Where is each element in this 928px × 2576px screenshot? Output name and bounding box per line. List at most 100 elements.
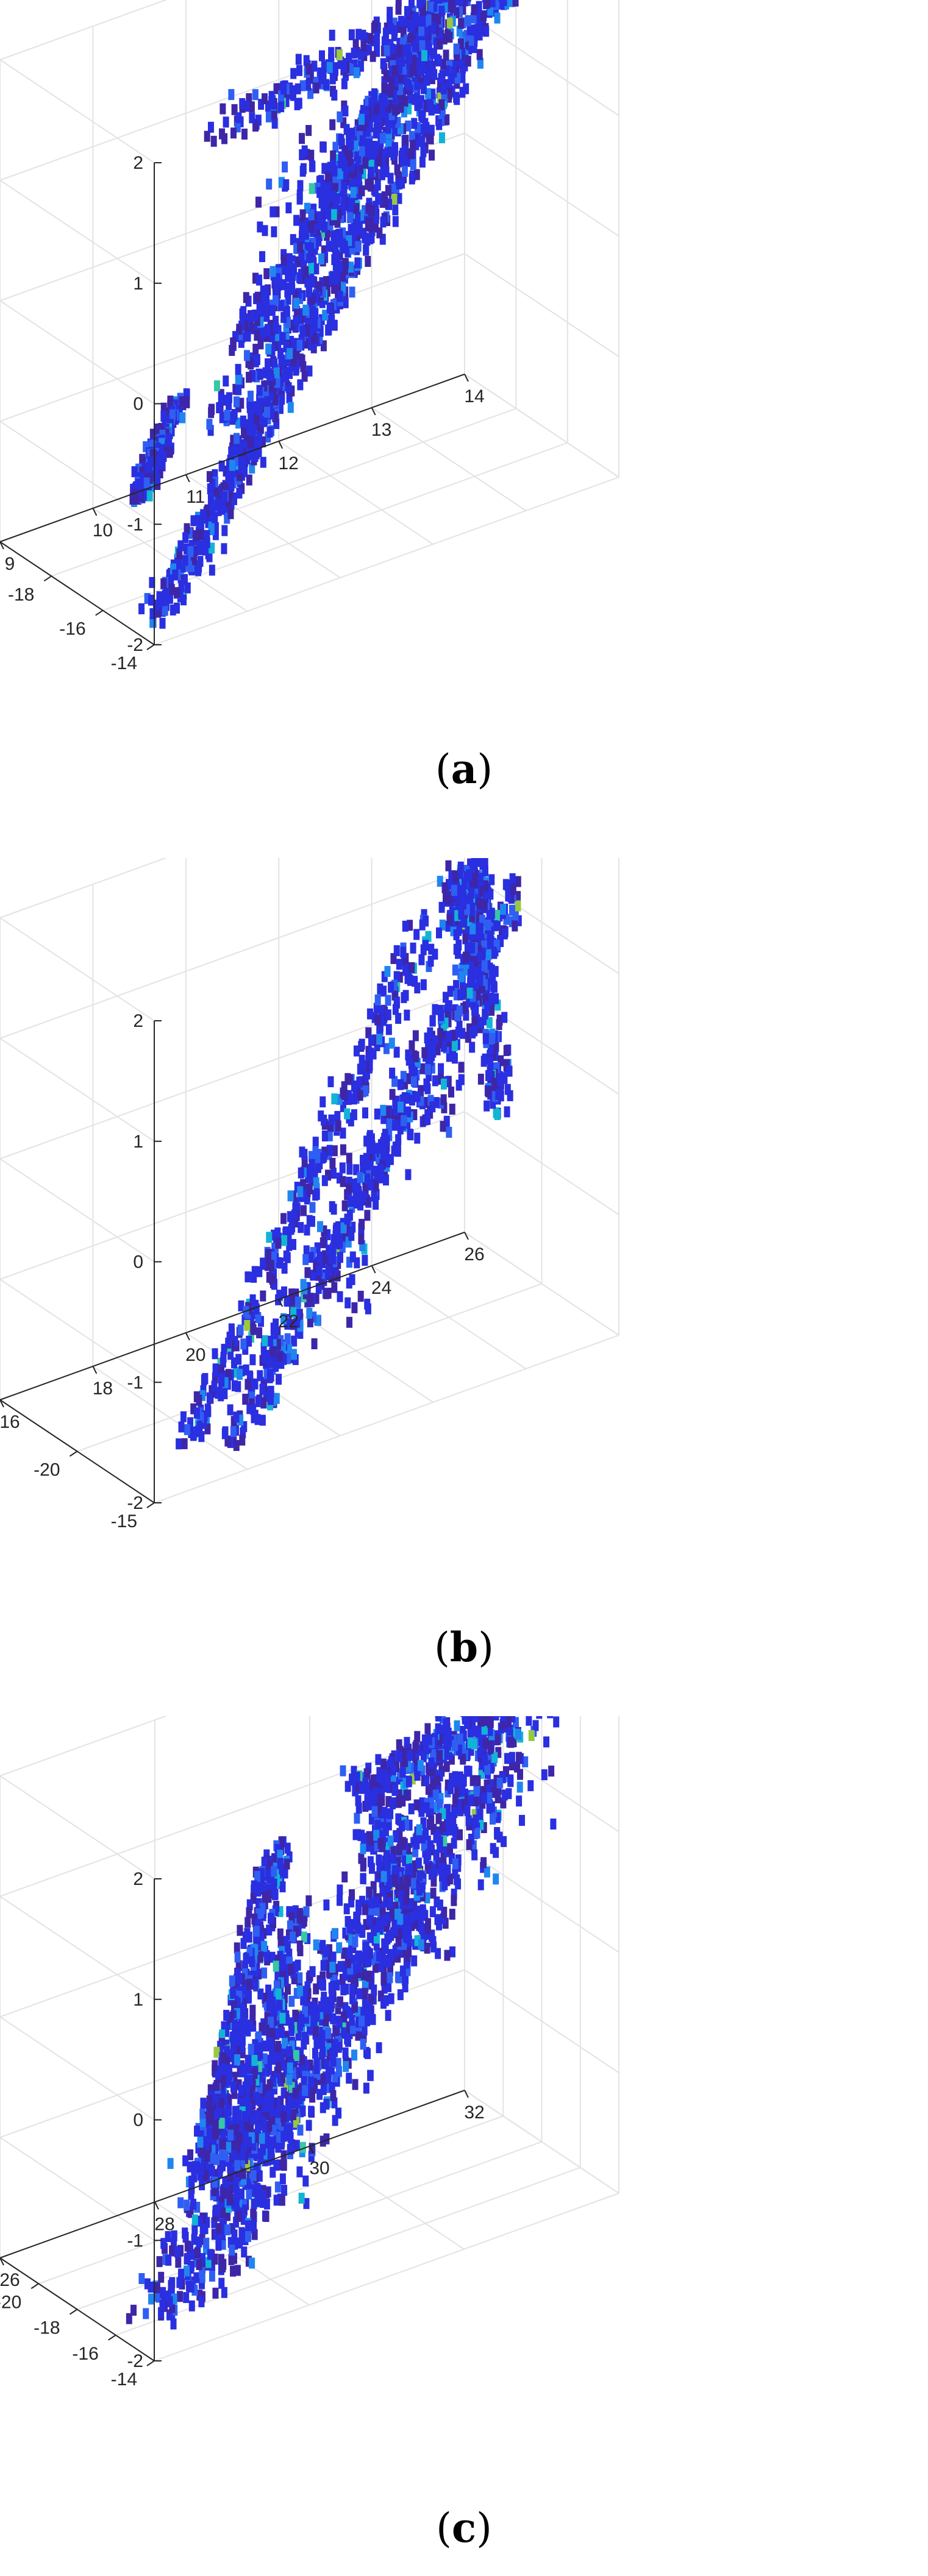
data-point bbox=[255, 115, 262, 126]
data-point bbox=[319, 1237, 326, 1249]
data-point bbox=[174, 602, 180, 614]
data-point bbox=[365, 132, 372, 143]
data-point bbox=[493, 1847, 499, 1858]
data-point bbox=[241, 129, 248, 140]
data-point bbox=[176, 411, 182, 423]
data-point bbox=[527, 1780, 534, 1792]
x-tick-mark bbox=[69, 1450, 78, 1457]
data-point bbox=[477, 1017, 484, 1028]
data-point bbox=[304, 1282, 311, 1293]
data-point bbox=[509, 904, 515, 916]
data-point bbox=[337, 249, 343, 261]
data-point bbox=[195, 562, 202, 573]
data-point bbox=[342, 105, 349, 117]
data-point bbox=[501, 1836, 507, 1847]
data-point bbox=[274, 377, 280, 388]
data-point bbox=[293, 243, 300, 254]
data-point bbox=[312, 1137, 319, 1148]
data-point bbox=[230, 1426, 237, 1438]
data-point bbox=[290, 1319, 297, 1330]
data-point bbox=[396, 971, 403, 983]
data-point bbox=[319, 286, 326, 298]
data-point bbox=[380, 985, 387, 997]
data-point bbox=[391, 1076, 398, 1087]
data-point bbox=[188, 1427, 195, 1438]
data-point bbox=[329, 73, 336, 85]
data-point bbox=[316, 1252, 323, 1263]
data-point bbox=[362, 1998, 368, 2010]
data-point bbox=[416, 1824, 423, 1836]
data-point bbox=[232, 444, 238, 456]
data-point bbox=[287, 402, 294, 413]
data-point bbox=[493, 1775, 500, 1786]
data-point bbox=[430, 34, 437, 45]
data-point bbox=[292, 1216, 299, 1228]
data-point bbox=[374, 46, 380, 57]
data-point bbox=[343, 124, 350, 135]
data-point bbox=[470, 999, 477, 1010]
data-point bbox=[396, 178, 402, 190]
data-point bbox=[486, 1803, 493, 1814]
data-point bbox=[313, 82, 319, 94]
data-point bbox=[463, 964, 469, 976]
data-point bbox=[251, 1271, 257, 1283]
y-tick-mark bbox=[278, 1299, 284, 1307]
data-point bbox=[254, 1414, 261, 1425]
data-point bbox=[179, 396, 185, 408]
data-point bbox=[446, 1126, 452, 1138]
data-point bbox=[312, 1169, 318, 1180]
data-point bbox=[160, 578, 167, 589]
data-point bbox=[224, 1435, 231, 1447]
data-point bbox=[221, 1388, 228, 1399]
data-point bbox=[187, 1417, 194, 1428]
data-point bbox=[405, 103, 412, 115]
data-point bbox=[469, 910, 476, 922]
data-point bbox=[460, 62, 466, 74]
data-point bbox=[381, 96, 388, 108]
data-point bbox=[180, 594, 187, 606]
data-point bbox=[387, 146, 394, 158]
data-point bbox=[236, 324, 243, 335]
data-point bbox=[327, 1076, 334, 1088]
data-point bbox=[499, 1719, 506, 1730]
data-point bbox=[230, 1433, 237, 1445]
data-point bbox=[246, 474, 252, 486]
data-point bbox=[424, 1862, 431, 1874]
data-point bbox=[499, 1772, 506, 1784]
data-point bbox=[413, 139, 419, 151]
data-point bbox=[190, 1403, 197, 1414]
data-point bbox=[296, 339, 303, 351]
data-point bbox=[236, 488, 243, 499]
data-point bbox=[278, 360, 285, 371]
data-point bbox=[455, 1798, 462, 1810]
data-point bbox=[247, 437, 254, 449]
data-point bbox=[402, 1756, 409, 1767]
data-point bbox=[366, 121, 373, 132]
data-point bbox=[230, 127, 237, 139]
data-point bbox=[396, 1739, 402, 1751]
data-point bbox=[466, 1023, 473, 1035]
data-point bbox=[493, 1107, 499, 1118]
data-point bbox=[292, 1202, 299, 1214]
data-point bbox=[397, 84, 404, 96]
data-point bbox=[447, 1843, 454, 1854]
data-point bbox=[487, 889, 494, 900]
data-point bbox=[399, 1795, 406, 1807]
data-point bbox=[205, 1406, 212, 1418]
data-point bbox=[493, 1873, 499, 1885]
data-point bbox=[286, 253, 293, 264]
data-point bbox=[365, 218, 371, 229]
data-point bbox=[204, 537, 210, 548]
data-point bbox=[448, 1783, 454, 1794]
data-point bbox=[363, 1135, 370, 1147]
data-point bbox=[285, 355, 292, 367]
data-point bbox=[350, 230, 357, 242]
data-point bbox=[244, 1378, 251, 1390]
data-point bbox=[363, 1152, 369, 1164]
data-point bbox=[351, 1093, 357, 1105]
data-point bbox=[468, 1745, 474, 1756]
data-point bbox=[356, 222, 363, 233]
data-point bbox=[404, 5, 410, 17]
data-point bbox=[452, 1740, 459, 1751]
data-point bbox=[298, 249, 305, 261]
